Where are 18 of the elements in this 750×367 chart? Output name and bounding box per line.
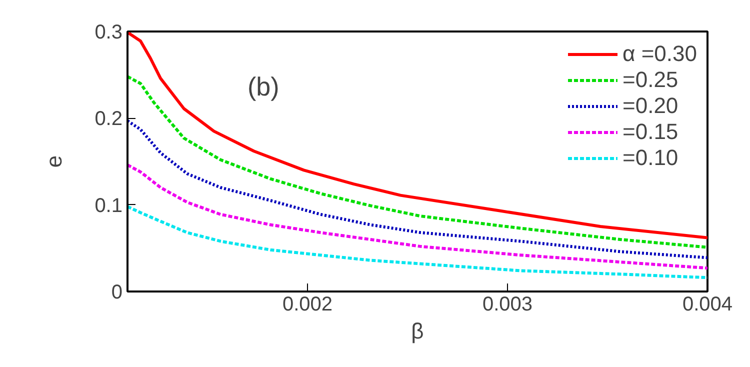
line-series bbox=[128, 32, 708, 240]
y-tick-label: 0.2 bbox=[94, 108, 123, 130]
y-tick-label: 0.3 bbox=[94, 22, 123, 44]
x-tick-label: 0.002 bbox=[282, 294, 333, 316]
annotation: (b) bbox=[248, 72, 280, 102]
legend-label: =0.15 bbox=[622, 119, 678, 145]
y-tick-label: 0.1 bbox=[94, 194, 123, 217]
x-axis-title: β bbox=[411, 318, 424, 344]
legend-label: α =0.30 bbox=[622, 41, 697, 67]
legend-label: =0.25 bbox=[622, 67, 678, 93]
x-tick-label: 0.004 bbox=[682, 294, 733, 316]
line-series bbox=[128, 205, 708, 280]
x-tick-label: 0.003 bbox=[482, 294, 533, 316]
legend-label: =0.20 bbox=[622, 93, 678, 119]
line-series bbox=[128, 119, 708, 260]
y-tick-label: 0 bbox=[111, 282, 122, 304]
y-axis-title: e bbox=[42, 155, 67, 168]
legend-label: =0.10 bbox=[622, 145, 678, 171]
